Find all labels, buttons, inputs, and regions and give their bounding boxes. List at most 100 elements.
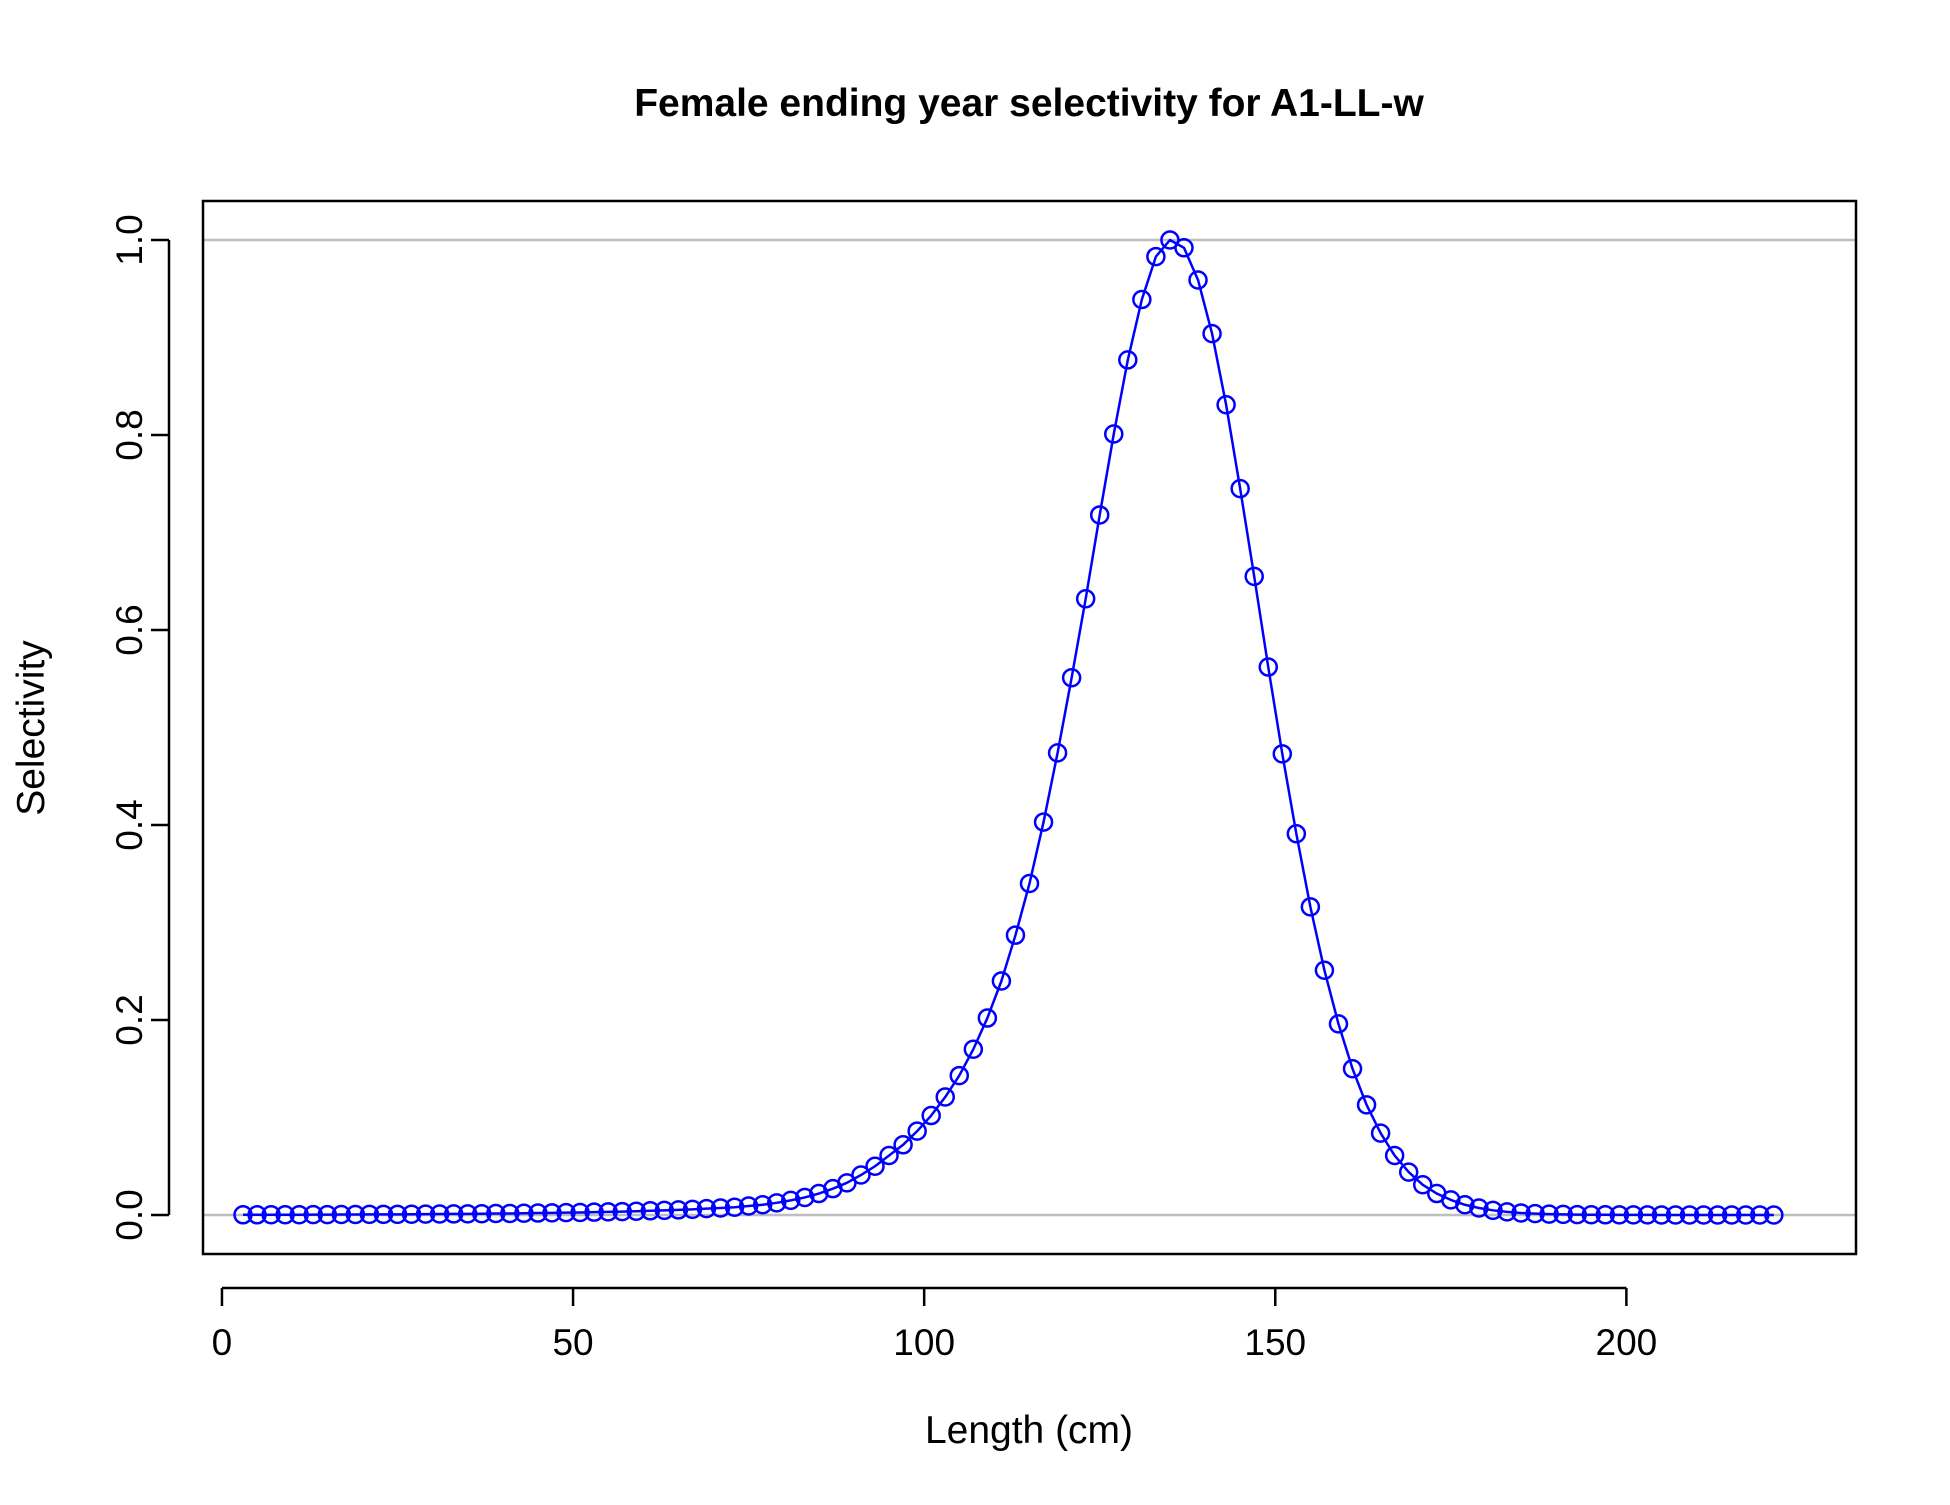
- data-point: [1609, 1205, 1630, 1225]
- data-point: [1202, 323, 1222, 344]
- data-point: [1553, 1204, 1573, 1225]
- data-point: [1188, 270, 1208, 290]
- data-point: [247, 1205, 267, 1225]
- data-point: [626, 1201, 647, 1221]
- data-point: [317, 1204, 338, 1225]
- data-point: [331, 1204, 352, 1225]
- data-point: [1132, 289, 1152, 310]
- data-point: [977, 1008, 998, 1028]
- series-line: [243, 238, 1774, 1217]
- data-point: [1525, 1203, 1545, 1224]
- data-point: [1539, 1204, 1559, 1224]
- data-point: [556, 1202, 576, 1223]
- data-point: [1665, 1205, 1686, 1225]
- data-point: [696, 1198, 717, 1219]
- data-point: [1286, 824, 1307, 844]
- data-point: [1300, 897, 1321, 917]
- data-point: [303, 1204, 323, 1225]
- data-point: [1258, 657, 1279, 677]
- data-point: [1174, 238, 1194, 258]
- data-point: [401, 1204, 422, 1224]
- data-point: [1567, 1204, 1587, 1225]
- data-point: [795, 1187, 815, 1208]
- plot-frame: [201, 199, 1858, 1256]
- data-point: [1118, 350, 1138, 370]
- data-point: [359, 1204, 380, 1225]
- data-point: [1511, 1203, 1531, 1223]
- data-point: [1047, 743, 1068, 763]
- data-point: [289, 1204, 309, 1225]
- data-point: [443, 1204, 464, 1224]
- data-point: [893, 1135, 913, 1155]
- data-point: [387, 1204, 408, 1225]
- data-point: [1370, 1123, 1391, 1143]
- data-point: [1497, 1202, 1517, 1222]
- y-tick-label: 0.4: [109, 799, 150, 850]
- data-point: [415, 1204, 436, 1224]
- data-point: [373, 1204, 394, 1225]
- data-point: [907, 1121, 927, 1141]
- data-point: [486, 1203, 506, 1224]
- data-point: [1033, 812, 1054, 832]
- x-tick-label: 150: [1244, 1322, 1306, 1363]
- y-tick-label: 0.0: [109, 1189, 150, 1240]
- data-point: [1089, 505, 1110, 525]
- data-point: [1750, 1205, 1770, 1225]
- data-point: [724, 1197, 745, 1217]
- x-tick-label: 100: [893, 1322, 955, 1363]
- data-point: [570, 1202, 590, 1223]
- y-tick-label: 1.0: [109, 214, 150, 265]
- data-point: [275, 1204, 295, 1225]
- data-point: [1356, 1095, 1377, 1115]
- data-point: [752, 1195, 773, 1215]
- data-point: [640, 1201, 661, 1221]
- data-point: [500, 1203, 520, 1224]
- data-point: [429, 1204, 450, 1224]
- data-point: [991, 971, 1012, 991]
- chart-title: Female ending year selectivity for A1-LL…: [634, 82, 1424, 125]
- data-point: [766, 1193, 787, 1213]
- data-point: [935, 1087, 955, 1107]
- data-point: [472, 1203, 492, 1224]
- data-point: [1721, 1205, 1742, 1225]
- data-point: [1412, 1175, 1433, 1195]
- data-point: [1469, 1198, 1489, 1218]
- x-tick-label: 50: [552, 1322, 593, 1363]
- data-point: [1581, 1204, 1602, 1225]
- data-point: [345, 1204, 366, 1225]
- data-point: [1146, 246, 1166, 267]
- x-tick-label: 200: [1596, 1322, 1658, 1363]
- y-tick-label: 0.2: [109, 994, 150, 1045]
- data-point: [1707, 1205, 1728, 1225]
- data-point: [1764, 1205, 1784, 1225]
- data-point: [1384, 1145, 1405, 1166]
- data-point: [598, 1202, 618, 1222]
- data-point: [1455, 1195, 1475, 1215]
- data-point: [710, 1198, 731, 1218]
- data-point: [1272, 744, 1293, 764]
- data-point: [612, 1201, 632, 1222]
- data-point: [584, 1202, 604, 1222]
- data-point: [851, 1165, 871, 1185]
- data-point: [963, 1039, 984, 1059]
- y-axis-label: Selectivity: [10, 640, 53, 816]
- data-point: [1651, 1205, 1672, 1225]
- data-point: [1216, 395, 1236, 415]
- data-point: [668, 1200, 689, 1220]
- data-point: [1398, 1162, 1419, 1182]
- data-point: [261, 1204, 281, 1225]
- data-point: [654, 1200, 675, 1221]
- data-point: [1595, 1205, 1616, 1225]
- data-point: [1005, 925, 1026, 945]
- data-point: [879, 1145, 899, 1166]
- data-point: [1104, 424, 1124, 444]
- x-tick-label: 0: [212, 1322, 233, 1363]
- data-point: [1693, 1205, 1714, 1225]
- y-tick-label: 0.8: [109, 409, 150, 460]
- data-point: [865, 1156, 885, 1176]
- data-point: [1230, 478, 1250, 499]
- data-point: [921, 1105, 941, 1126]
